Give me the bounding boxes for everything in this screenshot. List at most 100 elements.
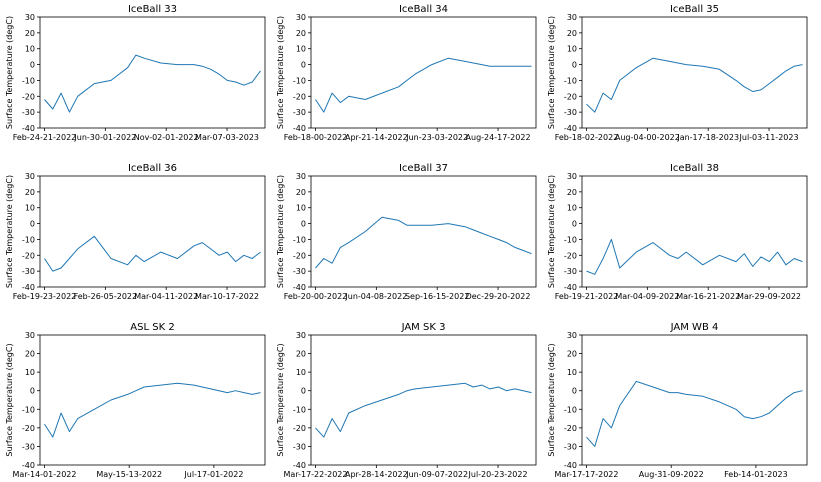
panel-title: JAM WB 4	[670, 322, 719, 333]
series-line	[586, 57, 803, 113]
y-tick-label: -30	[564, 267, 577, 276]
series-line	[586, 380, 803, 447]
x-tick-label: Feb-26-05-2022	[74, 292, 138, 301]
y-tick-label: 0	[30, 61, 35, 70]
panel-3: -40 -30 -20 -10 0 10 20 30 Feb-18-02-2022Aug-04-…	[547, 13, 808, 142]
y-tick-label: -40	[564, 461, 577, 470]
panel-9: -40 -30 -20 -10 0 10 20 30 Mar-17-17-2022 Aug-31-…	[547, 331, 808, 479]
y-tick-label: 10	[567, 204, 577, 213]
y-tick-label: 0	[301, 387, 306, 396]
series-line	[44, 54, 261, 113]
y-tick-label: 30	[567, 13, 577, 22]
x-tick-label: Feb-14-01-2023	[724, 470, 788, 479]
y-tick-label: -20	[22, 251, 35, 260]
x-tick-label: Mar-16-21-2022	[676, 292, 740, 301]
y-tick-label: 20	[25, 29, 35, 38]
x-tick-label: Mar-07-03-2023	[195, 133, 259, 142]
plot-frame	[39, 334, 266, 466]
plot-frame	[310, 175, 537, 288]
x-tick-label: Mar-14-01-2022	[13, 470, 77, 479]
y-tick-label: -40	[293, 461, 306, 470]
x-tick-label: Feb-18-02-2022	[555, 133, 619, 142]
y-axis-label: Surface Temperature (degC)	[276, 175, 285, 288]
x-tick-label: Feb-19-21-2022	[555, 292, 619, 301]
x-tick-label: Aug-31-09-2022	[639, 470, 704, 479]
x-tick-label: Feb-19-23-2022	[13, 292, 77, 301]
y-tick-label: 30	[567, 331, 577, 340]
y-tick-label: -20	[564, 251, 577, 260]
y-tick-label: 30	[296, 172, 306, 181]
x-tick-label: Mar-04-11-2022	[134, 292, 198, 301]
x-tick-label: Mar-04-09-2022	[615, 292, 679, 301]
y-tick-label: -30	[293, 442, 306, 451]
y-tick-label: 10	[25, 45, 35, 54]
x-tick-label: Nov-02-01-2022	[134, 133, 199, 142]
series-line	[315, 57, 532, 113]
plot-frame	[581, 16, 808, 129]
panel-title: IceBall 35	[670, 4, 719, 15]
y-tick-label: 10	[296, 204, 306, 213]
y-tick-label: 10	[567, 368, 577, 377]
y-tick-label: -20	[22, 92, 35, 101]
series-line	[586, 238, 803, 275]
y-axis-label: Surface Temperature (degC)	[5, 175, 14, 288]
x-tick-label: Mar-29-09-2022	[737, 292, 801, 301]
y-tick-label: -20	[293, 251, 306, 260]
x-tick-label: May-15-13-2022	[96, 470, 162, 479]
y-tick-label: 10	[25, 368, 35, 377]
y-tick-label: 30	[25, 331, 35, 340]
y-axis-label: Surface Temperature (degC)	[5, 343, 14, 456]
y-tick-label: -40	[564, 283, 577, 292]
y-tick-label: -30	[22, 108, 35, 117]
x-tick-label: Dec-29-20-2022	[466, 292, 531, 301]
y-tick-label: 10	[25, 204, 35, 213]
panel-1: -40 -30 -20 -10 0 10 20 30 Feb-24-21-2022Jun-30-…	[5, 13, 266, 142]
y-tick-label: -20	[293, 92, 306, 101]
x-tick-label: Mar-10-17-2022	[195, 292, 259, 301]
x-tick-label: Aug-04-00-2022	[615, 133, 680, 142]
y-tick-label: 0	[30, 220, 35, 229]
y-axis-label: Surface Temperature (degC)	[547, 16, 556, 129]
y-tick-label: 0	[301, 220, 306, 229]
y-tick-label: -20	[564, 424, 577, 433]
y-tick-label: 20	[296, 29, 306, 38]
panel-6: -40 -30 -20 -10 0 10 20 30 Feb-19-21-2022Mar-04-…	[547, 172, 808, 301]
panel-5: -40 -30 -20 -10 0 10 20 30 Feb-20-00-2022Jun-04-…	[276, 172, 537, 301]
series-line	[44, 382, 261, 438]
y-axis-label: Surface Temperature (degC)	[276, 343, 285, 456]
y-tick-label: -10	[293, 405, 306, 414]
y-tick-label: 20	[25, 350, 35, 359]
y-tick-label: -10	[22, 76, 35, 85]
panel-title: IceBall 38	[670, 163, 719, 174]
y-tick-label: -30	[293, 267, 306, 276]
x-tick-label: Feb-24-21-2022	[13, 133, 77, 142]
x-tick-label: Jul-20-23-2022	[468, 470, 528, 479]
y-tick-label: 20	[296, 188, 306, 197]
y-tick-label: -10	[22, 235, 35, 244]
y-tick-label: -30	[293, 108, 306, 117]
y-tick-label: 20	[567, 350, 577, 359]
y-tick-label: -10	[22, 405, 35, 414]
x-tick-label: Apr-28-14-2022	[345, 470, 408, 479]
y-tick-label: -10	[293, 235, 306, 244]
y-tick-label: -30	[564, 442, 577, 451]
y-tick-label: -40	[22, 283, 35, 292]
y-tick-label: 10	[296, 368, 306, 377]
panel-7: -40 -30 -20 -10 0 10 20 30 Mar-14-01-2022 May-15-…	[5, 331, 266, 479]
y-tick-label: 30	[567, 172, 577, 181]
y-tick-label: 0	[30, 387, 35, 396]
x-tick-label: Jul-17-01-2022	[183, 470, 243, 479]
y-tick-label: 30	[25, 172, 35, 181]
panel-title: IceBall 37	[399, 163, 448, 174]
x-tick-label: Jun-23-03-2022	[405, 133, 468, 142]
panel-title: IceBall 33	[128, 4, 177, 15]
y-tick-label: -20	[293, 424, 306, 433]
y-tick-label: -30	[22, 442, 35, 451]
x-tick-label: Jul-03-11-2023	[739, 133, 799, 142]
x-tick-label: Sep-16-15-2022	[405, 292, 469, 301]
x-tick-label: Mar-17-17-2022	[555, 470, 619, 479]
plot-frame	[581, 334, 808, 466]
y-tick-label: -10	[293, 76, 306, 85]
y-tick-label: -10	[564, 76, 577, 85]
